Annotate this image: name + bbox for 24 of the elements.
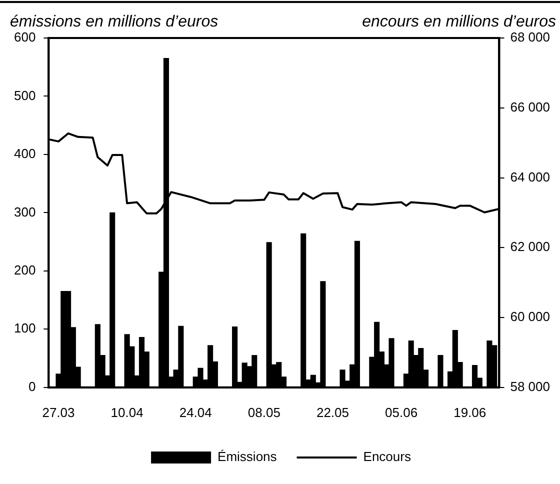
y2-axis-title: encours en millions d’euros (362, 13, 556, 30)
y-tick-label: 100 (14, 320, 36, 336)
x-tick-label: 08.05 (248, 404, 280, 420)
y2-tick-label: 66 000 (510, 99, 550, 114)
y-axis-title: émissions en millions d’euros (10, 13, 218, 30)
x-tick-label: 19.06 (454, 404, 486, 420)
x-tick-label: 22.05 (316, 404, 350, 420)
x-tick-label: 24.04 (179, 404, 212, 420)
x-tick-label: 05.06 (385, 404, 418, 420)
y-tick-label: 0 (28, 378, 36, 394)
y-tick-label: 200 (14, 262, 36, 278)
y-tick-label: 400 (14, 146, 36, 162)
legend-label: Émissions (218, 449, 278, 464)
y-tick-label: 300 (14, 204, 36, 220)
y-tick-label: 600 (14, 30, 36, 45)
y2-tick-label: 58 000 (510, 378, 550, 394)
y2-tick-label: 60 000 (510, 309, 550, 324)
y2-tick-label: 64 000 (510, 169, 550, 184)
y2-tick-label: 62 000 (510, 239, 550, 254)
x-tick-label: 27.03 (42, 404, 75, 420)
y2-tick-label: 68 000 (510, 30, 550, 45)
y-tick-label: 500 (14, 88, 36, 103)
legend-label: Encours (363, 449, 412, 464)
x-tick-label: 10.04 (110, 404, 144, 420)
